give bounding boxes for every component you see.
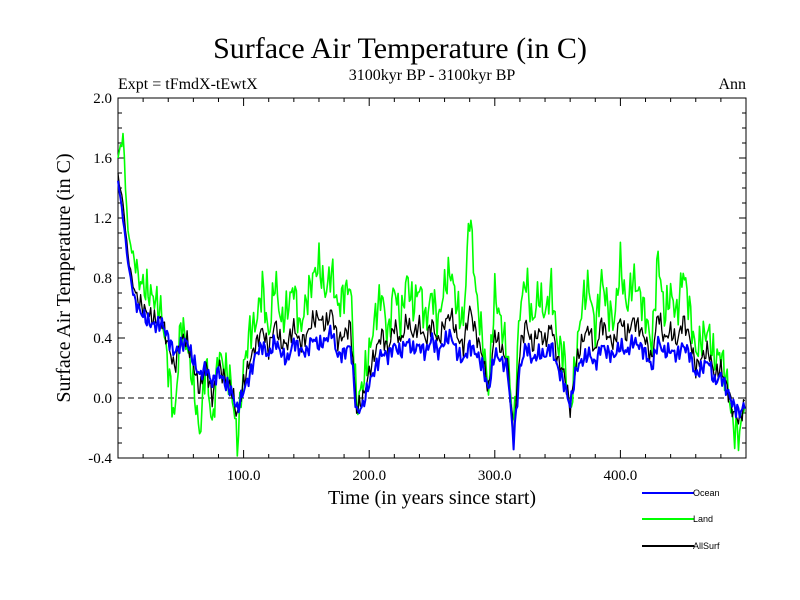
y-tick-label: 0.8	[93, 271, 112, 287]
legend-label-allsurf: AllSurf	[693, 541, 720, 551]
y-tick-label: -0.4	[88, 451, 112, 467]
series-layer	[117, 132, 746, 457]
x-tick-label: 200.0	[352, 468, 386, 484]
x-tick-label: 400.0	[604, 468, 638, 484]
series-line-land	[117, 132, 746, 457]
x-axis-label: Time (in years since start)	[328, 487, 536, 509]
x-axis: 100.0 200.0 300.0 400.0	[142, 98, 722, 484]
y-tick-label: 2.0	[93, 91, 112, 107]
legend-label-ocean: Ocean	[693, 488, 720, 498]
y-tick-label: 0.0	[93, 391, 112, 407]
x-tick-label: 300.0	[478, 468, 512, 484]
y-tick-label: 1.6	[93, 151, 112, 167]
chart-title: Surface Air Temperature (in C)	[213, 32, 587, 65]
y-axis-label: Surface Air Temperature (in C)	[53, 153, 75, 402]
series-line-ocean	[117, 180, 746, 451]
legend: Ocean Land AllSurf	[642, 488, 720, 551]
season-label: Ann	[718, 76, 746, 93]
chart-subtitle: 3100kyr BP - 3100kyr BP	[349, 67, 516, 84]
experiment-label: Expt = tFmdX-tEwtX	[118, 76, 258, 93]
x-tick-label: 100.0	[227, 468, 261, 484]
y-tick-label: 0.4	[93, 331, 112, 347]
legend-label-land: Land	[693, 514, 713, 524]
y-tick-label: 1.2	[93, 211, 112, 227]
y-axis: -0.4 0.0 0.4 0.8 1.2 1.6 2.0	[88, 91, 746, 467]
series-line-allsurf	[117, 173, 746, 445]
